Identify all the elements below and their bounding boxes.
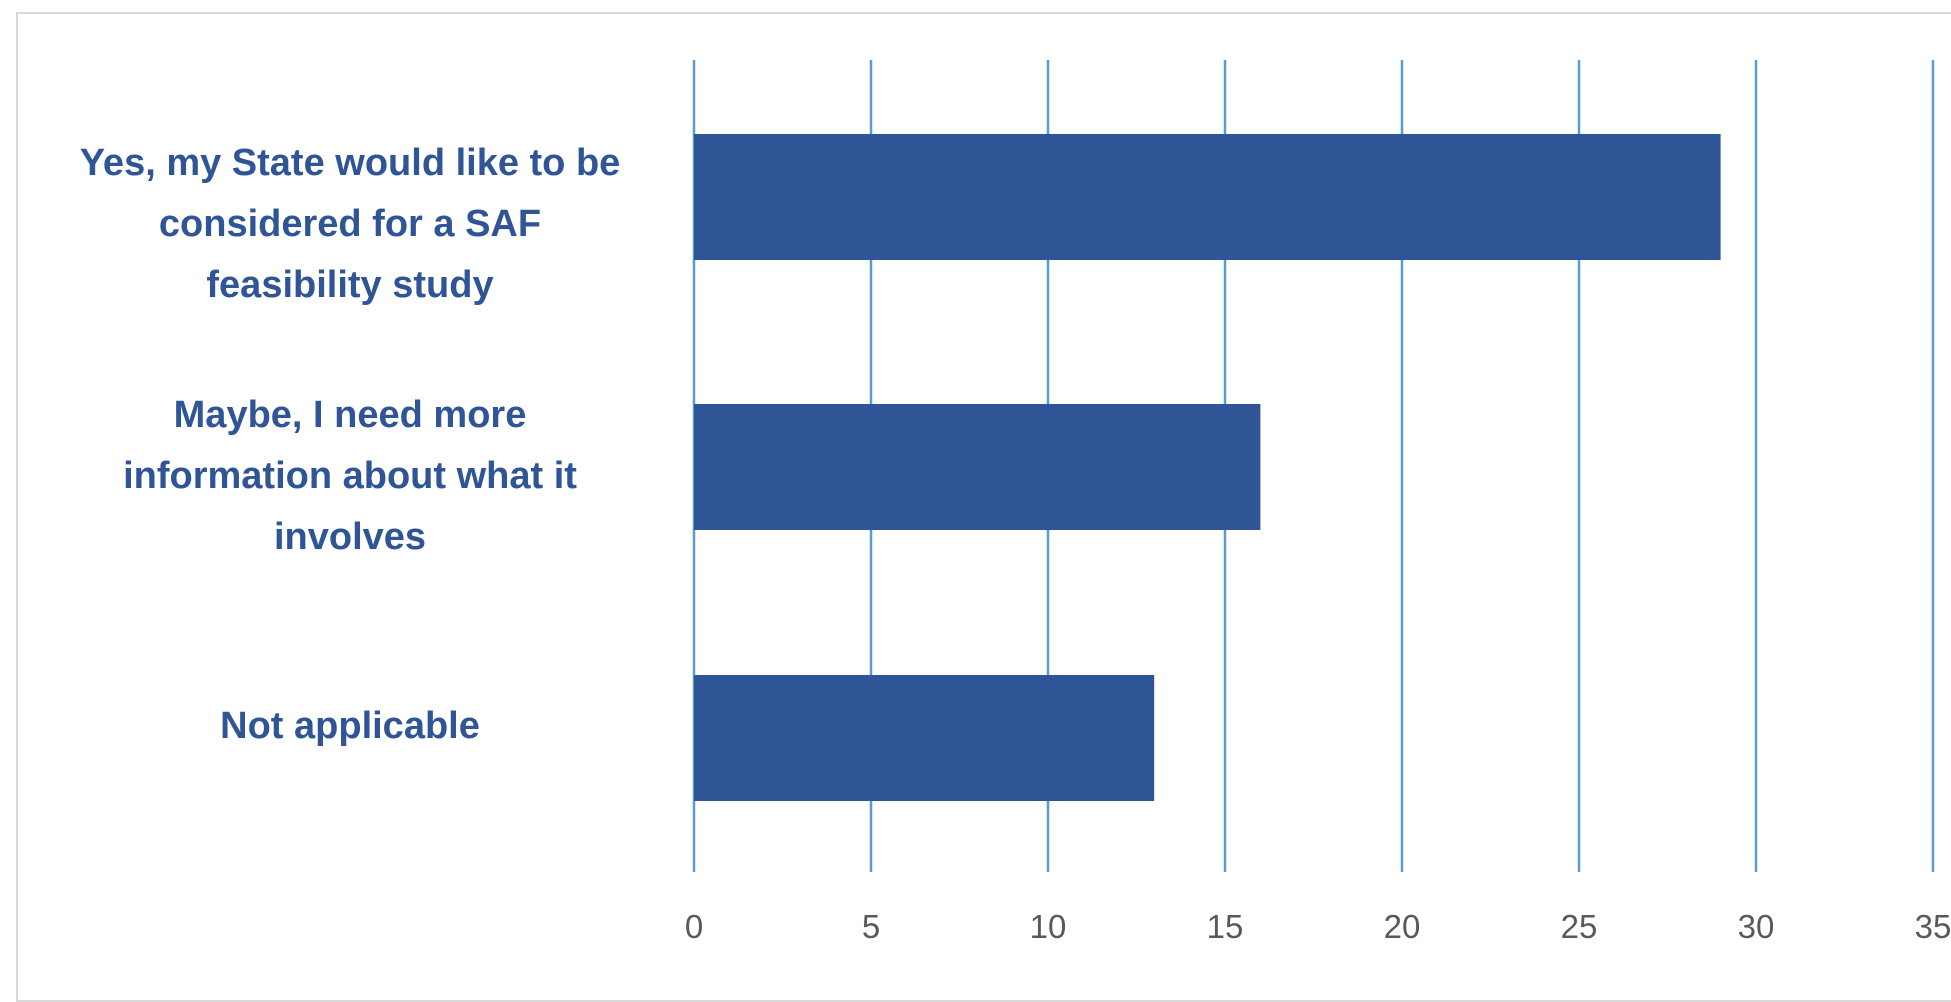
bar-0 (694, 134, 1721, 260)
x-tick-label-4: 20 (1384, 908, 1421, 945)
x-tick-label-5: 25 (1561, 908, 1598, 945)
category-label-yes: Yes, my State would like to be considere… (79, 142, 621, 306)
x-axis-tick-labels: 0 5 10 15 20 25 30 35 (685, 908, 1951, 945)
x-tick-label-7: 35 (1915, 908, 1951, 945)
bar-chart: 0 5 10 15 20 25 30 35 (685, 60, 1951, 945)
x-tick-label-0: 0 (685, 908, 703, 945)
x-tick-label-2: 10 (1030, 908, 1067, 945)
x-tick-label-3: 15 (1207, 908, 1244, 945)
bars (694, 134, 1721, 801)
category-label-maybe: Maybe, I need more information about wha… (123, 394, 577, 558)
bar-1 (694, 404, 1261, 530)
x-tick-label-1: 5 (862, 908, 880, 945)
x-tick-label-6: 30 (1738, 908, 1775, 945)
bar-2 (694, 675, 1155, 801)
category-label-not-applicable: Not applicable (220, 705, 480, 747)
